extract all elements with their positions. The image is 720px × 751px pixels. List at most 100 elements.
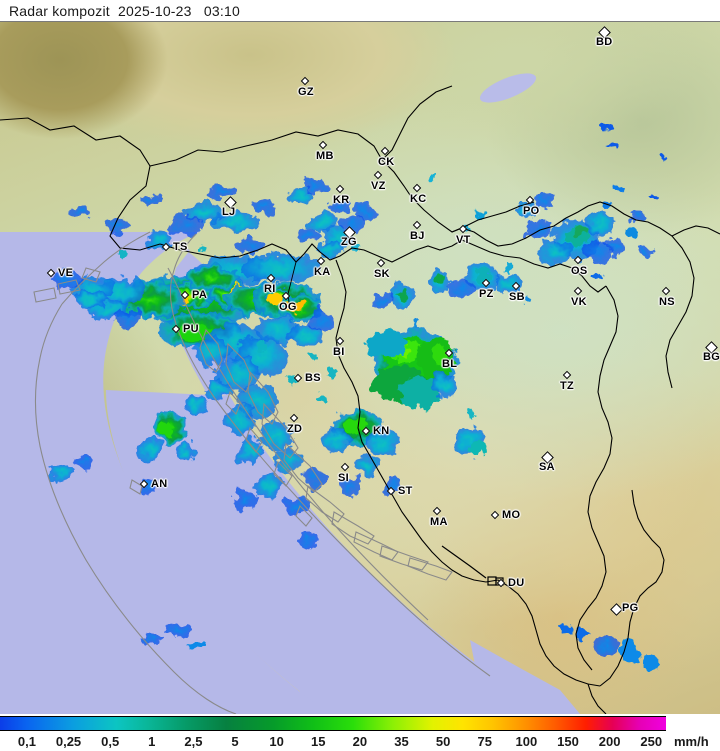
diamond-icon <box>496 578 506 588</box>
diamond-icon <box>444 348 454 358</box>
diamond-icon <box>318 140 328 150</box>
city-label: VT <box>456 234 471 246</box>
city-label: DU <box>508 577 525 589</box>
legend-tick-0-25: 0,25 <box>55 734 82 749</box>
diamond-icon <box>300 76 310 86</box>
city-label: ZG <box>341 236 357 248</box>
city-label: GZ <box>298 86 314 98</box>
legend-color-bar <box>0 716 666 731</box>
diamond-icon <box>573 255 583 265</box>
city-label: SK <box>374 268 390 280</box>
legend-tick-5: 5 <box>231 734 239 749</box>
diamond-icon <box>343 226 356 239</box>
radar-echo-layer <box>50 124 666 669</box>
legend-tick-250: 250 <box>640 734 663 749</box>
radar-map[interactable]: BD GZ MB CK KR VZ KC LJ PO BJ VT ZG TS OS KA SK NS VE RI PZ… <box>0 0 720 714</box>
legend-tick-10: 10 <box>269 734 284 749</box>
diamond-icon <box>412 183 422 193</box>
city-label: VE <box>58 267 74 279</box>
diamond-icon <box>293 373 303 383</box>
city-label: TZ <box>560 380 575 392</box>
legend-tick-20: 20 <box>352 734 368 749</box>
city-label: LJ <box>222 206 236 218</box>
city-label: AN <box>151 478 168 490</box>
city-label: PA <box>192 289 208 301</box>
diamond-icon <box>335 184 345 194</box>
borders-layer <box>0 85 720 714</box>
city-label: BS <box>305 372 321 384</box>
legend-tick-200: 200 <box>598 734 621 749</box>
city-label: RI <box>264 283 276 295</box>
window-title: Radar kompozit 2025-10-23 03:10 <box>9 2 240 19</box>
diamond-icon <box>376 258 386 268</box>
city-label: SB <box>509 291 525 303</box>
city-label: MO <box>502 509 521 521</box>
legend-tick-100: 100 <box>515 734 538 749</box>
legend: 0,1 0,25 0,5 1 2,5 5 10 15 20 35 50 75 100 150 200 250 m… <box>0 714 720 751</box>
diamond-icon <box>224 196 237 209</box>
city-label: MB <box>316 150 334 162</box>
diamond-icon <box>525 195 535 205</box>
diamond-icon <box>380 146 390 156</box>
diamond-icon <box>481 278 491 288</box>
city-label: NS <box>659 296 675 308</box>
diamond-icon <box>340 462 350 472</box>
city-label: TS <box>173 241 188 253</box>
city-label: BD <box>596 36 613 48</box>
diamond-icon <box>661 286 671 296</box>
diamond-icon <box>705 341 718 354</box>
legend-tick-0-1: 0,1 <box>17 734 36 749</box>
diamond-icon <box>361 426 371 436</box>
diamond-icon <box>610 603 623 616</box>
city-label: VK <box>571 296 587 308</box>
city-label: PG <box>622 602 639 614</box>
sea-layer <box>0 73 580 714</box>
city-label: BJ <box>410 230 425 242</box>
diamond-icon <box>541 451 554 464</box>
city-label: SA <box>539 461 555 473</box>
title-bar: Radar kompozit 2025-10-23 03:10 <box>0 0 720 22</box>
diamond-icon <box>161 242 171 252</box>
legend-tick-labels: 0,1 0,25 0,5 1 2,5 5 10 15 20 35 50 75 100 150 200 250 m… <box>0 734 720 751</box>
terrain-relief-layer <box>0 0 720 714</box>
diamond-icon <box>598 26 611 39</box>
diamond-icon <box>458 224 468 234</box>
city-label: MA <box>430 516 448 528</box>
legend-tick-50: 50 <box>435 734 451 749</box>
diamond-icon <box>573 286 583 296</box>
diamond-icon <box>373 170 383 180</box>
city-label: ZD <box>287 423 303 435</box>
city-label: PZ <box>479 288 494 300</box>
legend-tick-35: 35 <box>394 734 409 749</box>
city-label: VZ <box>371 180 386 192</box>
diamond-icon <box>432 506 442 516</box>
legend-tick-2-5: 2,5 <box>184 734 203 749</box>
city-label: PO <box>523 205 540 217</box>
city-label: KR <box>333 194 350 206</box>
diamond-icon <box>139 479 149 489</box>
diamond-icon <box>412 220 422 230</box>
legend-tick-75: 75 <box>477 734 492 749</box>
legend-tick-150: 150 <box>557 734 579 749</box>
legend-tick-15: 15 <box>311 734 326 749</box>
diamond-icon <box>386 486 396 496</box>
diamond-icon <box>316 256 326 266</box>
diamond-icon <box>335 336 345 346</box>
city-label: KC <box>410 193 427 205</box>
city-label: KA <box>314 266 331 278</box>
diamond-icon <box>490 510 500 520</box>
city-label: BG <box>703 351 720 363</box>
city-label: BL <box>442 358 458 370</box>
city-label: BI <box>333 346 345 358</box>
diamond-icon <box>511 281 521 291</box>
diamond-icon <box>289 413 299 423</box>
city-label: PU <box>183 323 199 335</box>
legend-tick-1: 1 <box>148 734 156 749</box>
city-label: SI <box>338 472 349 484</box>
city-label: ST <box>398 485 413 497</box>
legend-unit: mm/h <box>674 734 709 749</box>
city-label: OS <box>571 265 588 277</box>
city-label: OG <box>279 301 297 313</box>
city-label: CK <box>378 156 395 168</box>
